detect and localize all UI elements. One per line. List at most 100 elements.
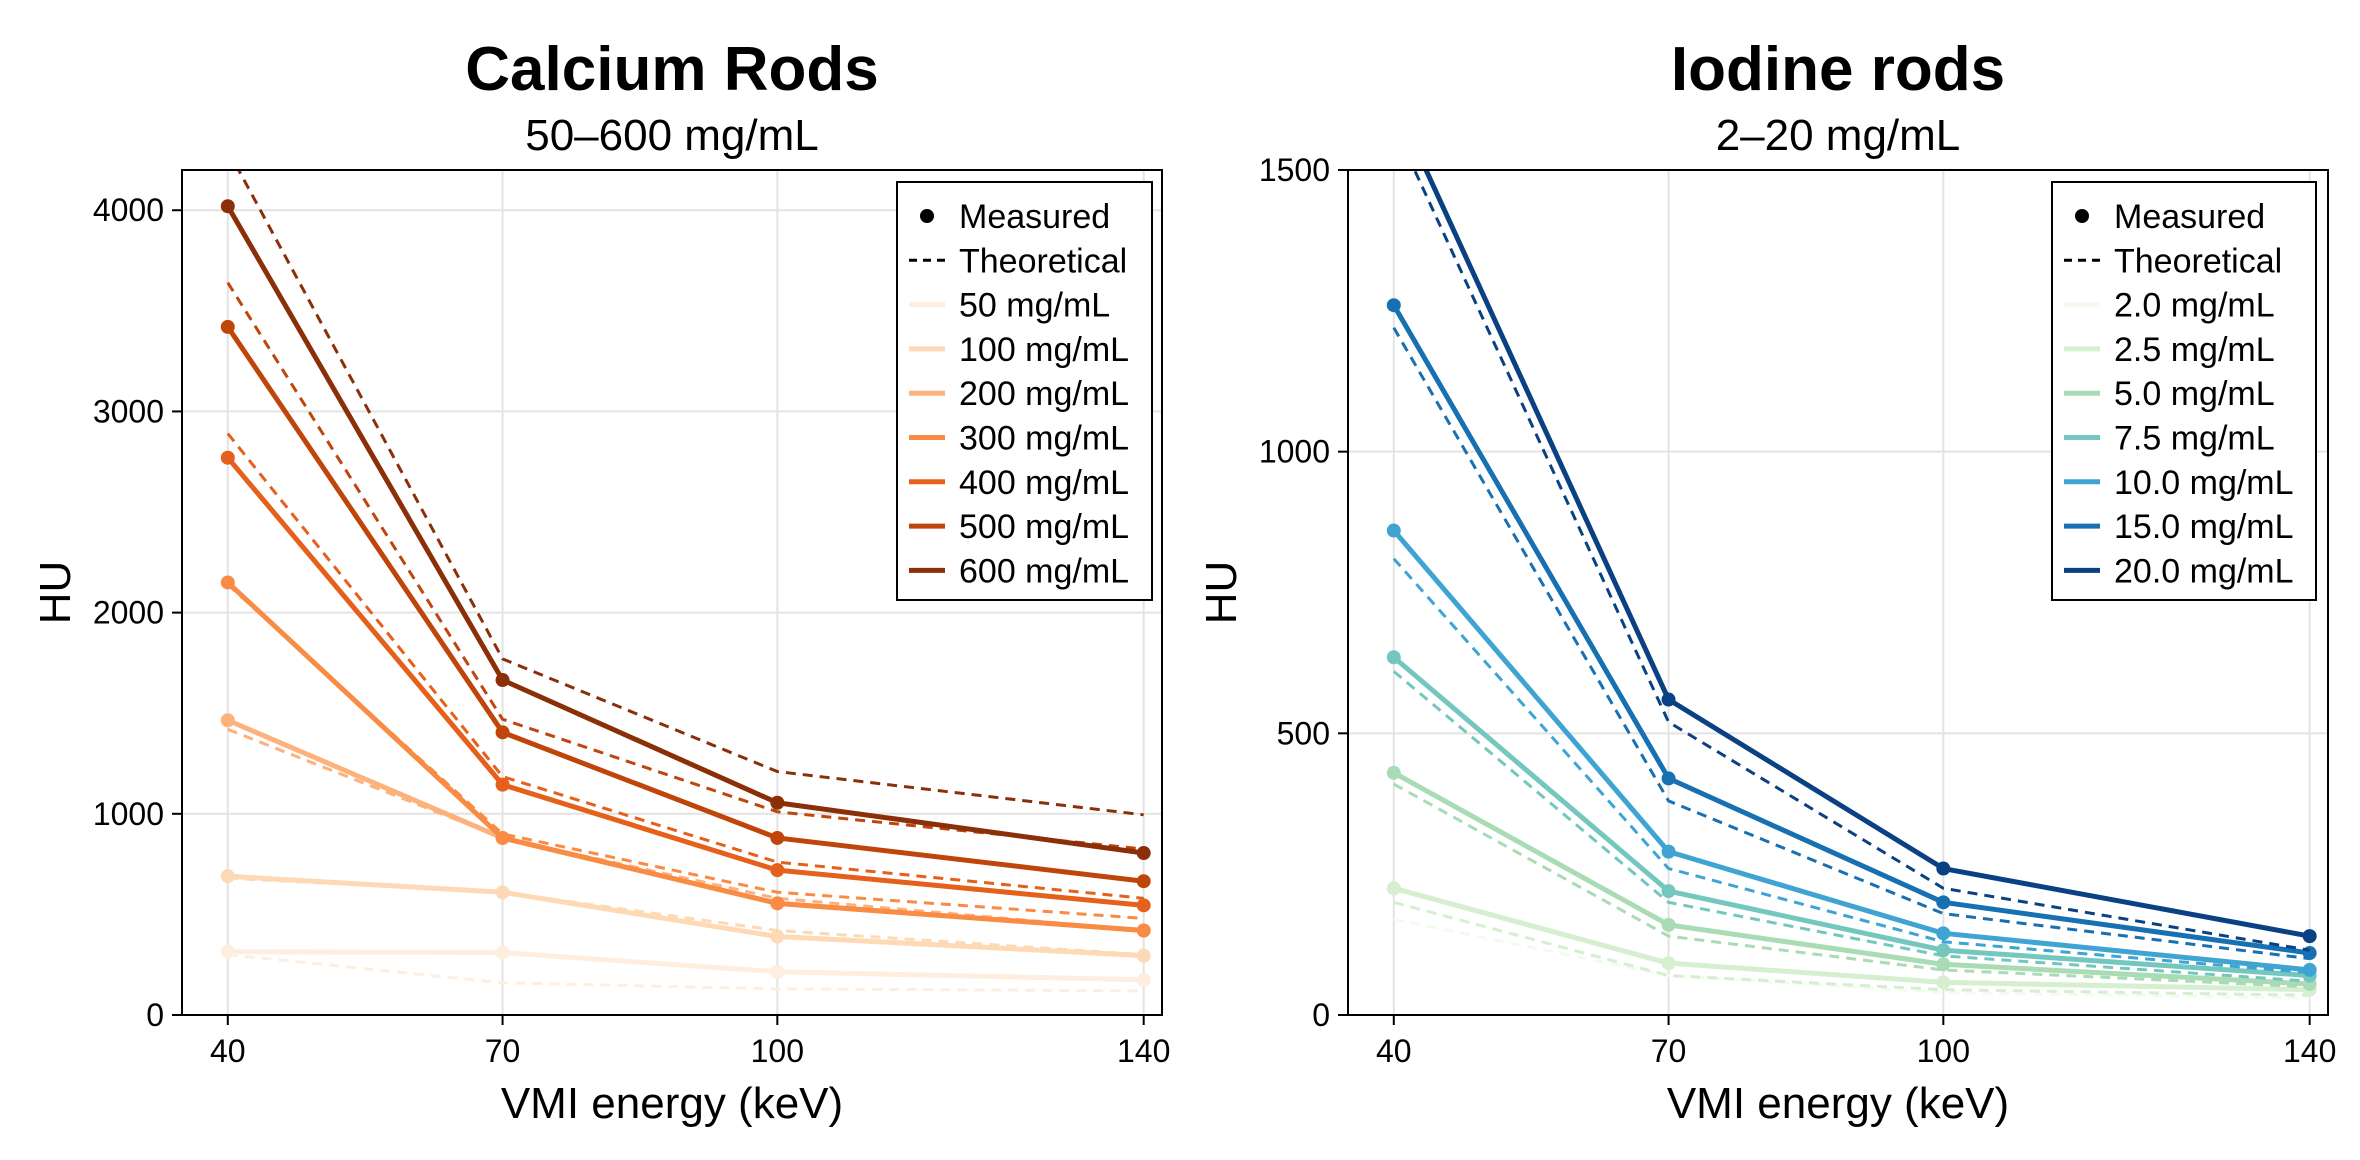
measured-point [495, 945, 510, 960]
theoretical-line [227, 953, 1144, 993]
plot-frame [181, 169, 1163, 1016]
measured-point [1936, 895, 1951, 910]
series-2 [1386, 765, 2317, 992]
measured-point [1136, 874, 1151, 889]
measured-point [1386, 765, 1401, 780]
measured-point [220, 450, 235, 465]
chart-subtitle: 50–600 mg/mL [525, 111, 819, 160]
measured-point [1661, 771, 1676, 786]
legend-entry-label: 2.0 mg/mL [2114, 287, 2275, 325]
measured-point [1661, 844, 1676, 859]
measured-point [220, 199, 235, 214]
legend-entry-label: 300 mg/mL [959, 420, 1129, 458]
measured-point [1136, 846, 1151, 861]
measured-point [1136, 923, 1151, 938]
x-tick-label: 100 [1917, 1033, 1970, 1069]
measured-line [1392, 655, 2310, 979]
y-tick-label: 0 [146, 997, 164, 1033]
measured-line [225, 325, 1144, 884]
theoretical-line [1393, 900, 2310, 997]
chart-subtitle: 2–20 mg/mL [1716, 111, 1961, 160]
measured-point [770, 863, 785, 878]
measured-point [1661, 884, 1676, 899]
legend-measured-marker [2075, 209, 2089, 223]
measured-line [225, 456, 1144, 908]
measured-point [1936, 861, 1951, 876]
measured-point [1936, 926, 1951, 941]
measured-point [220, 575, 235, 590]
legend-theoretical-label: Theoretical [959, 242, 1127, 280]
measured-point [770, 795, 785, 810]
series-2 [220, 713, 1151, 938]
legend-entry-label: 200 mg/mL [959, 375, 1129, 413]
measured-point [770, 896, 785, 911]
legend-entry-label: 15.0 mg/mL [2114, 508, 2294, 546]
y-tick-label: 4000 [93, 192, 164, 228]
series-6 [220, 170, 1151, 861]
measured-point [1661, 917, 1676, 932]
theoretical-line [236, 170, 1144, 817]
measured-point [770, 830, 785, 845]
measured-point [770, 929, 785, 944]
series-1 [220, 869, 1151, 963]
y-tick-label: 3000 [93, 393, 164, 429]
x-axis-label: VMI energy (keV) [1667, 1079, 2009, 1128]
legend: Measured Theoretical 2.0 mg/mL 2.5 mg/mL 5.0… [2051, 181, 2317, 601]
measured-line [1391, 528, 2310, 973]
series-5 [1386, 298, 2317, 961]
y-tick-label: 1500 [1259, 152, 1330, 188]
series-4 [220, 432, 1151, 913]
legend-measured-label: Measured [959, 198, 1110, 236]
measured-point [1936, 975, 1951, 990]
iodine-chart-panel: Iodine rods 2–20 mg/mL 40 70 100 140 0 500 1000 1… [1197, 35, 2336, 1128]
theoretical-line [1393, 917, 2310, 1000]
legend-entry-label: 500 mg/mL [959, 508, 1129, 546]
y-tick-label: 2000 [93, 595, 164, 631]
x-tick-label: 100 [751, 1033, 804, 1069]
legend-entry-label: 10.0 mg/mL [2114, 464, 2294, 502]
y-tick-label: 0 [1312, 997, 1330, 1033]
measured-point [1936, 943, 1951, 958]
measured-point [1136, 948, 1151, 963]
measured-line [1423, 170, 2311, 939]
series-4 [1386, 523, 2317, 977]
measured-point [1136, 898, 1151, 913]
x-axis-label: VMI energy (keV) [501, 1079, 843, 1128]
measured-point [770, 964, 785, 979]
measured-line [227, 949, 1144, 983]
legend-theoretical-label: Theoretical [2114, 242, 2282, 280]
measured-line [1393, 885, 2310, 993]
measured-point [1386, 298, 1401, 313]
chart-title: Iodine rods [1671, 35, 2005, 104]
measured-point [1386, 650, 1401, 665]
measured-point [1387, 93, 1401, 107]
chart-title: Calcium Rods [465, 35, 878, 104]
calcium-chart-panel: Calcium Rods 50–600 mg/mL 40 70 100 140 0 1000 2… [31, 35, 1170, 1128]
measured-point [220, 944, 235, 959]
plot-area [220, 170, 1151, 993]
legend-measured-marker [920, 209, 934, 223]
x-tick-label: 70 [1651, 1033, 1687, 1069]
y-tick-label: 1000 [1259, 434, 1330, 470]
measured-line [227, 873, 1144, 959]
y-tick-label: 500 [1277, 715, 1330, 751]
measured-point [495, 885, 510, 900]
x-tick-label: 140 [2283, 1033, 2336, 1069]
legend-entry-label: 5.0 mg/mL [2114, 375, 2275, 413]
measured-point [2302, 929, 2317, 944]
plot-area [1386, 93, 2317, 1000]
measured-line [1391, 303, 2311, 956]
legend-entry-label: 100 mg/mL [959, 331, 1129, 369]
measured-point [495, 673, 510, 688]
measured-line [226, 717, 1144, 933]
measured-point [1661, 692, 1676, 707]
theoretical-line [1392, 326, 2310, 961]
measured-point [1936, 957, 1951, 972]
measured-point [495, 725, 510, 740]
measured-point [1136, 972, 1151, 987]
legend-entry-label: 600 mg/mL [959, 552, 1129, 590]
y-axis-label: HU [1197, 561, 1246, 625]
measured-point [495, 830, 510, 845]
measured-point [495, 777, 510, 792]
